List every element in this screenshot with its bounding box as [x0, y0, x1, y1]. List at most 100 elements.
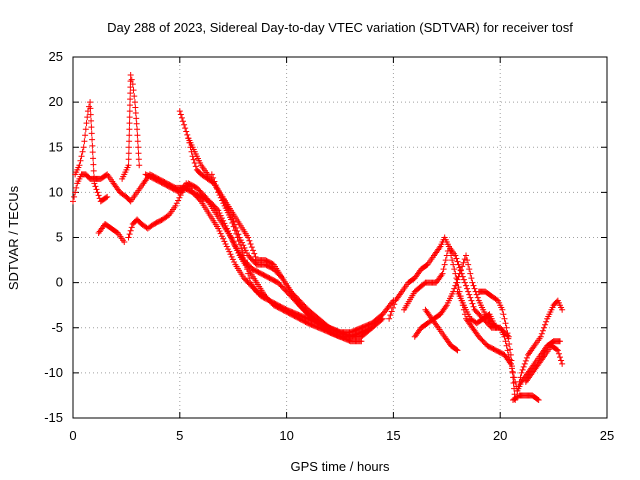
- data-point: [455, 284, 462, 291]
- data-point: [440, 266, 447, 273]
- data-point: [133, 115, 140, 122]
- data-point: [72, 189, 79, 196]
- data-point: [464, 257, 471, 264]
- data-point: [175, 197, 182, 204]
- y-tick-label: 25: [49, 49, 63, 64]
- series-arc-18: [522, 342, 566, 385]
- data-point: [127, 72, 134, 79]
- series-arc-13: [422, 306, 461, 354]
- data-point: [261, 292, 268, 299]
- data-point: [228, 234, 235, 241]
- data-point: [88, 130, 95, 137]
- data-point: [127, 90, 134, 97]
- data-point: [454, 347, 461, 354]
- data-point: [229, 237, 236, 244]
- data-point: [454, 276, 461, 283]
- x-tick-label: 15: [386, 428, 400, 443]
- y-tick-label: 15: [49, 139, 63, 154]
- data-point: [134, 138, 141, 145]
- data-point: [129, 81, 136, 88]
- data-point: [216, 210, 223, 217]
- data-point: [461, 279, 468, 286]
- data-point: [542, 321, 549, 328]
- y-tick-label: -10: [44, 365, 63, 380]
- data-point: [470, 282, 477, 289]
- data-point: [220, 217, 227, 224]
- data-point: [503, 324, 510, 331]
- data-point: [235, 238, 242, 245]
- data-point: [95, 192, 102, 199]
- data-point: [134, 132, 141, 139]
- data-point: [239, 248, 246, 255]
- grid: [73, 57, 607, 418]
- data-point: [223, 243, 230, 250]
- data-point: [104, 193, 111, 200]
- data-point: [519, 366, 526, 373]
- data-point: [453, 346, 460, 353]
- data-point: [231, 242, 238, 249]
- data-point: [136, 162, 143, 169]
- data-point: [230, 239, 237, 246]
- data-point: [463, 252, 470, 259]
- data-point: [466, 291, 473, 298]
- data-point: [173, 200, 180, 207]
- data-point: [176, 108, 183, 115]
- data-point: [93, 186, 100, 193]
- data-point: [251, 250, 258, 257]
- data-point: [387, 312, 394, 319]
- data-point: [465, 288, 472, 295]
- data-point: [103, 194, 110, 201]
- data-point: [229, 256, 236, 263]
- data-point: [557, 338, 564, 345]
- data-point: [91, 180, 98, 187]
- data-point: [221, 238, 228, 245]
- data-point: [125, 144, 132, 151]
- data-point: [127, 84, 134, 91]
- data-point: [128, 224, 135, 231]
- data-point: [215, 189, 222, 196]
- data-point: [558, 357, 565, 364]
- data-point: [246, 275, 253, 282]
- data-point: [242, 247, 249, 254]
- data-point: [500, 311, 507, 318]
- data-point: [78, 153, 85, 160]
- data-point: [453, 255, 460, 262]
- data-point: [229, 238, 236, 245]
- data-point: [470, 303, 477, 310]
- data-point: [218, 215, 225, 222]
- x-tick-label: 20: [493, 428, 507, 443]
- data-point: [135, 150, 142, 157]
- data-point: [180, 118, 187, 125]
- data-point: [452, 282, 459, 289]
- data-point: [89, 142, 96, 149]
- x-tick-label: 25: [600, 428, 614, 443]
- data-point: [126, 114, 133, 121]
- data-point: [505, 351, 512, 358]
- data-point: [511, 374, 518, 381]
- data-point: [79, 148, 86, 155]
- data-point: [553, 346, 560, 353]
- x-tick-label: 0: [69, 428, 76, 443]
- y-tick-label: 0: [56, 275, 63, 290]
- data-point: [246, 237, 253, 244]
- data-point: [126, 102, 133, 109]
- data-point: [502, 338, 509, 345]
- data-point: [133, 120, 140, 127]
- data-point: [183, 128, 190, 135]
- data-point: [227, 233, 234, 240]
- y-tick-label: 10: [49, 184, 63, 199]
- data-point: [467, 294, 474, 301]
- data-point: [523, 354, 530, 361]
- data-point: [245, 270, 252, 277]
- data-point: [250, 247, 257, 254]
- data-point: [252, 253, 259, 260]
- data-point: [126, 120, 133, 127]
- data-point: [228, 216, 235, 223]
- data-point: [466, 266, 473, 273]
- series-arc-3: [95, 220, 128, 246]
- data-point: [463, 282, 470, 289]
- data-point: [503, 342, 510, 349]
- data-point: [214, 206, 221, 213]
- data-point: [467, 270, 474, 277]
